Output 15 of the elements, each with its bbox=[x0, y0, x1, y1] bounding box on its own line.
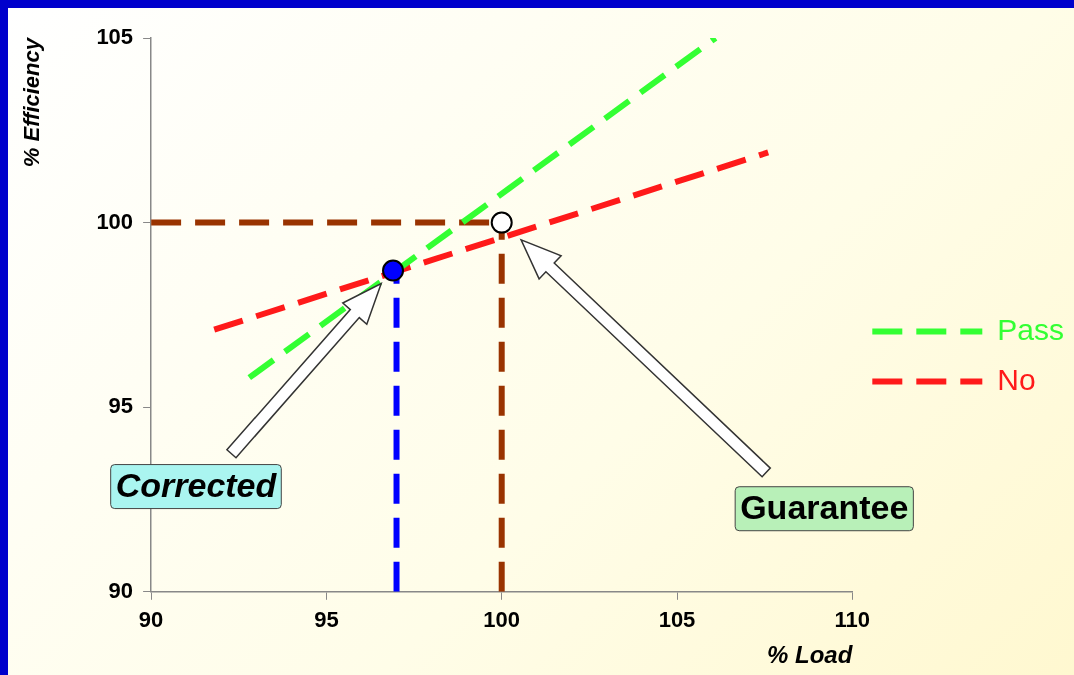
x-tick-label: 100 bbox=[483, 607, 521, 633]
y-axis-title: % Efficiency bbox=[19, 36, 45, 168]
annotation: Corrected bbox=[115, 465, 278, 504]
x-tick-label: 90 bbox=[138, 607, 164, 633]
legend-label: No bbox=[997, 362, 1036, 396]
y-tick-label: 100 bbox=[96, 208, 134, 234]
x-tick-label: 95 bbox=[314, 607, 339, 633]
legend-label: Pass bbox=[997, 312, 1065, 346]
annotation: Guarantee bbox=[740, 488, 909, 527]
x-axis-title: % Load bbox=[766, 641, 854, 669]
x-tick-label: 105 bbox=[658, 607, 696, 633]
y-tick-label: 105 bbox=[96, 24, 134, 50]
y-tick-label: 95 bbox=[108, 393, 134, 419]
y-tick-label: 90 bbox=[108, 577, 134, 603]
x-tick-label: 110 bbox=[834, 607, 871, 633]
